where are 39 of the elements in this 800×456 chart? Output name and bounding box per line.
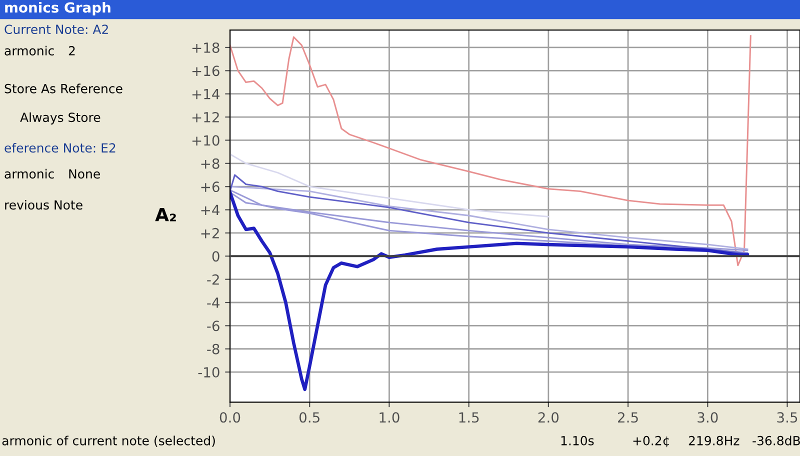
text: +0.2¢ xyxy=(633,436,669,448)
x-tick-label: 2.5 xyxy=(618,412,638,423)
text: Current Note: A2 xyxy=(4,24,108,34)
y-tick-label: 0 xyxy=(212,251,220,262)
y-tick-label: +2 xyxy=(201,228,219,238)
x-tick-label: 1.5 xyxy=(459,412,479,423)
text: None xyxy=(69,169,100,179)
y-tick-label: +6 xyxy=(201,182,220,192)
text: monics Graph xyxy=(5,2,110,16)
y-tick-label: +8 xyxy=(201,158,220,169)
text: Store As Reference xyxy=(4,84,122,94)
y-axis-title: A₂ xyxy=(155,208,176,222)
x-tick-label: 3.5 xyxy=(777,412,798,423)
y-tick-label: -8 xyxy=(207,344,220,354)
text: armonic xyxy=(4,46,54,56)
y-tick-label: -10 xyxy=(198,367,220,378)
y-tick-label: +14 xyxy=(192,89,220,100)
text: 1.10s xyxy=(561,436,594,446)
y-tick-label: +16 xyxy=(192,66,220,76)
y-tick-label: -2 xyxy=(207,274,219,285)
y-tick-label: +10 xyxy=(192,135,220,146)
x-tick-label: 0.5 xyxy=(299,412,320,423)
y-tick-label: +12 xyxy=(192,112,219,122)
text: revious Note xyxy=(5,200,82,210)
y-tick-label: +4 xyxy=(201,204,220,216)
text: 219.8Hz xyxy=(688,436,740,446)
text: 2 xyxy=(68,46,75,56)
x-tick-label: 3.0 xyxy=(698,412,718,423)
text: -36.8dB xyxy=(752,436,800,446)
x-tick-label: 1.0 xyxy=(380,412,400,423)
x-tick-label: 2.0 xyxy=(538,412,559,423)
text: armonic of current note (selected) xyxy=(2,436,215,447)
text: armonic xyxy=(4,168,54,179)
text: Always Store xyxy=(20,112,100,124)
x-tick-label: 0.0 xyxy=(220,412,240,423)
text: eference Note: E2 xyxy=(4,142,116,153)
y-tick-label: -6 xyxy=(207,320,220,332)
y-tick-label: -4 xyxy=(207,298,220,308)
y-tick-label: +18 xyxy=(192,42,220,53)
